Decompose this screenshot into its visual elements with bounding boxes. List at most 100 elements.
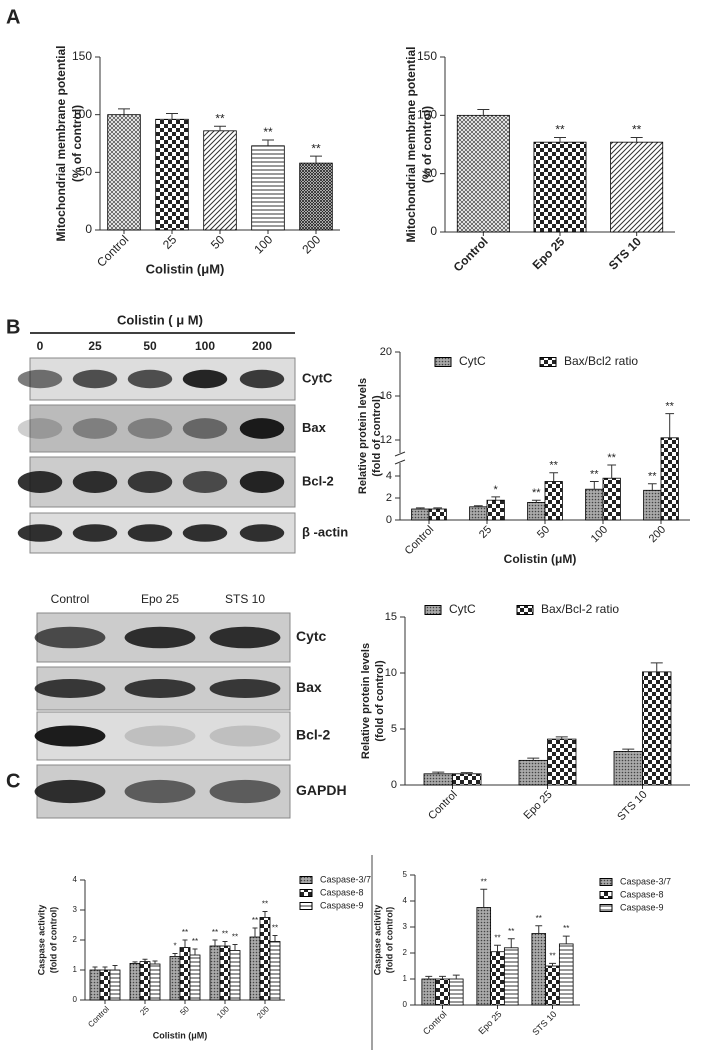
x-tick-label: STS 10 <box>615 789 649 823</box>
bar <box>558 943 574 1006</box>
x-tick-label: STS 10 <box>530 1009 558 1037</box>
error-bar <box>491 496 501 501</box>
significance-label: * <box>494 484 499 496</box>
x-tick-label: 100 <box>215 1004 231 1020</box>
error-bar <box>142 958 148 962</box>
legend-swatch <box>539 357 557 367</box>
bar <box>585 488 604 521</box>
significance-label: ** <box>222 930 228 939</box>
significance-label: ** <box>252 916 258 925</box>
blot-row-label: Bax <box>296 679 322 695</box>
error-bar <box>607 464 617 479</box>
x-axis-label: Colistin (μM) <box>146 261 225 276</box>
significance-label: ** <box>590 468 599 480</box>
legend-swatch <box>516 605 534 615</box>
bar <box>229 950 241 1001</box>
legend-label: Bax/Bcl-2 ratio <box>541 602 619 616</box>
bar <box>189 954 201 1001</box>
error-bar <box>460 772 473 774</box>
bar <box>547 738 577 786</box>
y-tick-label: 4 <box>403 896 408 905</box>
error-bar <box>665 413 675 438</box>
bar <box>452 773 482 786</box>
y-tick-label: 0 <box>391 779 397 791</box>
error-bar <box>549 962 556 966</box>
x-tick-label: Control <box>426 789 460 823</box>
blot-band <box>17 471 63 493</box>
bar <box>518 759 548 786</box>
y-tick-label: 1 <box>73 965 78 974</box>
legend-label: CytC <box>459 354 486 368</box>
y-tick-label: 100 <box>72 107 92 121</box>
blot-band <box>124 679 196 698</box>
y-axis-label: Relative protein levels <box>360 643 372 759</box>
legend-swatch <box>424 605 442 615</box>
error-bar <box>112 965 118 970</box>
significance-label: ** <box>549 952 555 961</box>
error-bar <box>477 109 490 116</box>
error-bar <box>192 948 198 955</box>
bar <box>269 941 281 1001</box>
y-tick-label: 1 <box>403 974 408 983</box>
blot-band <box>209 725 281 747</box>
bar <box>643 489 662 521</box>
bar <box>89 969 101 1001</box>
y-tick-label: 4 <box>73 875 78 884</box>
blot-row-label: Bcl-2 <box>302 473 334 488</box>
y-axis-label: (% of control) <box>70 105 84 182</box>
y-tick-label: 100 <box>417 108 437 122</box>
y-axis-label: Mitochondrial membrane potential <box>404 46 418 242</box>
blot-row-label: CytC <box>302 370 333 385</box>
significance-label: ** <box>215 111 225 125</box>
error-bar <box>527 757 540 761</box>
error-bar <box>132 961 138 964</box>
error-bar <box>555 736 568 740</box>
x-tick-label: Epo 25 <box>530 234 568 272</box>
significance-label: ** <box>563 924 569 933</box>
legend-swatch <box>299 876 313 884</box>
bar <box>169 956 181 1001</box>
y-tick-label: 4 <box>386 470 392 482</box>
bar <box>602 477 621 521</box>
bar <box>456 114 510 233</box>
blot-band <box>34 725 106 747</box>
blot-band <box>127 418 173 439</box>
legend-swatch <box>434 357 452 367</box>
y-axis-label: (% of control) <box>420 106 434 183</box>
bar <box>428 508 447 521</box>
bar <box>299 162 333 231</box>
bar <box>179 947 191 1001</box>
bar <box>486 499 505 521</box>
error-bar <box>118 108 130 115</box>
legend-label: CytC <box>449 602 476 616</box>
error-bar <box>425 975 433 979</box>
blot-band <box>127 369 173 389</box>
error-bar <box>432 771 445 774</box>
blot-band <box>209 626 281 649</box>
legend-label: Caspase-8 <box>320 887 364 897</box>
bar <box>613 751 643 786</box>
blot-band <box>182 471 228 493</box>
x-tick-label: 25 <box>160 232 180 252</box>
bar <box>259 917 271 1001</box>
error-bar <box>222 941 228 946</box>
blot-band <box>239 524 285 542</box>
y-tick-label: 5 <box>391 723 397 735</box>
bar <box>610 141 664 233</box>
significance-label: ** <box>212 928 218 937</box>
y-axis-label: (fold of control) <box>374 660 386 742</box>
error-bar <box>182 939 188 948</box>
blot-band <box>182 418 228 439</box>
bar <box>531 933 547 1006</box>
legend-swatch <box>599 891 613 899</box>
blot-band <box>182 369 228 389</box>
significance-label: ** <box>607 452 616 464</box>
error-bar <box>262 139 274 146</box>
blot-band <box>34 679 106 698</box>
bar <box>448 978 464 1006</box>
blot-row-label: Bcl-2 <box>296 727 330 743</box>
blot-column-label: 50 <box>143 339 157 353</box>
bar <box>421 978 437 1006</box>
x-tick-label: Control <box>451 234 491 274</box>
blot-band <box>17 369 63 389</box>
